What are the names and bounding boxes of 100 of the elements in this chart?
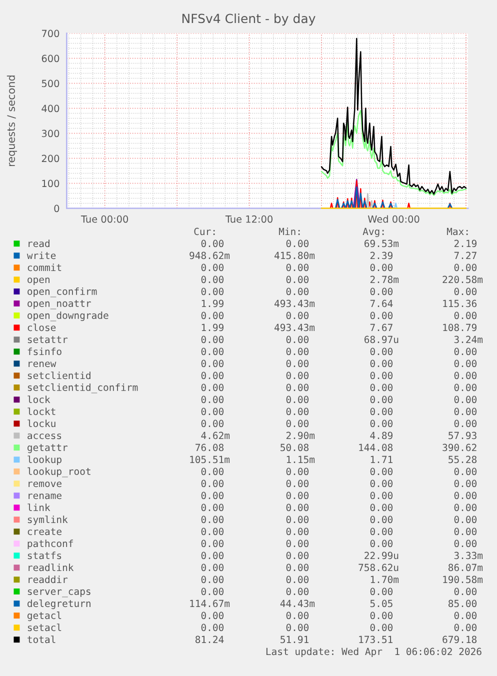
text: 0.00 bbox=[286, 276, 309, 284]
text: 55.28 bbox=[448, 456, 477, 464]
legend-label: write bbox=[26, 252, 56, 260]
text: 0.00 bbox=[201, 504, 224, 512]
legend-label: close bbox=[28, 324, 56, 332]
text: 81.24 bbox=[196, 636, 224, 644]
text: 0.00 bbox=[370, 384, 393, 392]
text: 0.00 bbox=[286, 288, 309, 296]
text: 5.05 bbox=[370, 600, 392, 608]
text: 0.00 bbox=[286, 624, 309, 632]
text: 390.62 bbox=[442, 444, 476, 452]
text: 0.00 bbox=[286, 264, 309, 272]
text: 0.00 bbox=[286, 552, 309, 560]
text: 0.00 bbox=[201, 480, 224, 488]
y-axis-title: requests / second bbox=[6, 76, 17, 166]
legend-label: server_caps bbox=[28, 589, 90, 598]
chart-title: NFSv4 Client - by day bbox=[182, 14, 316, 26]
text: 0.00 bbox=[201, 588, 224, 596]
legend-label: open_confirm bbox=[28, 287, 97, 298]
text: 0.00 bbox=[454, 408, 477, 416]
text: 4.62m bbox=[201, 432, 230, 440]
legend-label: pathconf bbox=[28, 540, 73, 550]
text: 0.00 bbox=[370, 516, 393, 524]
legend-label: remove bbox=[28, 482, 62, 488]
legend-label: commit bbox=[28, 264, 62, 272]
y-tick-label: 100 bbox=[42, 180, 60, 188]
text: 0.00 bbox=[454, 348, 477, 356]
text: 679.18 bbox=[442, 636, 477, 644]
text: 2.19 bbox=[454, 240, 476, 248]
text: 173.51 bbox=[359, 636, 392, 644]
text: 0.00 bbox=[286, 528, 309, 536]
text: 3.33m bbox=[454, 552, 483, 560]
text: 0.00 bbox=[370, 540, 393, 548]
y-tick-label: 0 bbox=[54, 204, 60, 212]
text: 0.00 bbox=[286, 516, 309, 524]
text: 0.00 bbox=[201, 288, 224, 296]
text: 0.00 bbox=[454, 360, 477, 368]
text: 0.00 bbox=[201, 420, 224, 428]
text: 0.00 bbox=[286, 336, 309, 344]
text: Avg: bbox=[362, 228, 384, 238]
text: 1.71 bbox=[370, 456, 392, 464]
text: 0.00 bbox=[201, 564, 224, 572]
y-tick-label: 200 bbox=[42, 154, 60, 162]
text: 0.00 bbox=[201, 336, 224, 344]
legend-label: setacl bbox=[28, 624, 62, 632]
legend-label: lockt bbox=[28, 408, 56, 416]
text: 0.00 bbox=[370, 348, 393, 356]
text: 0.00 bbox=[454, 588, 477, 596]
text: 0.00 bbox=[454, 624, 477, 632]
text: 0.00 bbox=[370, 420, 393, 428]
text: 51.91 bbox=[280, 636, 308, 644]
text: 7.64 bbox=[370, 300, 393, 308]
legend-label: lock bbox=[28, 396, 50, 404]
text: 0.00 bbox=[370, 288, 393, 296]
text: 3.24m bbox=[454, 336, 483, 344]
legend-label: symlink bbox=[28, 516, 68, 526]
text: 0.00 bbox=[370, 372, 393, 380]
text: 44.43m bbox=[280, 600, 315, 608]
text: 0.00 bbox=[201, 240, 224, 248]
text: 0.00 bbox=[286, 612, 309, 620]
text: 7.27 bbox=[454, 252, 476, 260]
text: 493.43m bbox=[274, 324, 315, 332]
text: 0.00 bbox=[201, 360, 224, 368]
text: 0.00 bbox=[454, 480, 477, 488]
text: 0.00 bbox=[286, 468, 309, 476]
text: 0.00 bbox=[201, 372, 224, 380]
text: 144.08 bbox=[359, 444, 393, 452]
text: 0.00 bbox=[201, 408, 224, 416]
legend-label: readlink bbox=[28, 564, 74, 572]
legend-label: open_noattr bbox=[28, 300, 91, 310]
text: 2.39 bbox=[370, 252, 392, 260]
text: 0.00 bbox=[286, 480, 309, 488]
text: 0.00 bbox=[286, 348, 309, 356]
legend-label: open bbox=[28, 278, 50, 286]
text: 0.00 bbox=[454, 504, 477, 512]
line-series bbox=[320, 110, 467, 196]
text: 0.00 bbox=[286, 312, 309, 320]
text: 0.00 bbox=[370, 264, 393, 272]
text: 0.00 bbox=[286, 408, 309, 416]
text: 220.58m bbox=[442, 276, 483, 284]
text: 0.00 bbox=[370, 504, 393, 512]
legend-label: setclientid bbox=[28, 372, 90, 380]
text: 0.00 bbox=[286, 540, 309, 548]
text: 0.00 bbox=[454, 264, 477, 272]
text: 0.00 bbox=[370, 624, 393, 632]
legend-label: create bbox=[28, 528, 62, 536]
text: 69.53m bbox=[364, 240, 399, 248]
text: 0.00 bbox=[454, 468, 477, 476]
text: 68.97u bbox=[364, 336, 398, 344]
legend-label: renew bbox=[28, 362, 56, 368]
legend-label: fsinfo bbox=[28, 348, 62, 356]
text: 0.00 bbox=[201, 552, 224, 560]
text: Cur: bbox=[194, 228, 215, 236]
text: 0.00 bbox=[370, 312, 393, 320]
text: 0.00 bbox=[201, 384, 224, 392]
legend-label: lookup bbox=[28, 456, 62, 466]
text: 0.00 bbox=[286, 396, 309, 404]
text: 0.00 bbox=[286, 588, 309, 596]
legend-label: getattr bbox=[28, 444, 68, 454]
text: Max: bbox=[446, 228, 468, 236]
